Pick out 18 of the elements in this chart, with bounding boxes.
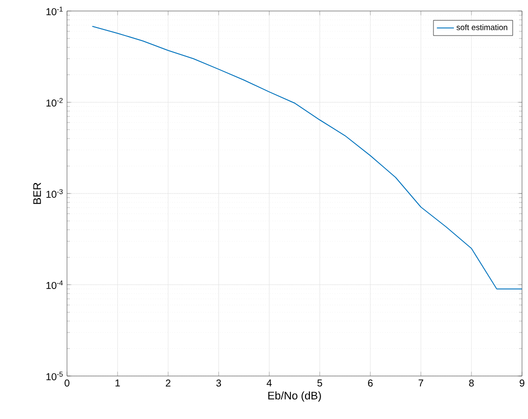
x-tick-label: 3 [216,380,222,387]
y-tick-label: 10$^{-3}$ [46,189,63,198]
line-series [92,26,522,290]
x-tick-label: 6 [368,380,373,387]
y-axis-title: BER [33,182,41,204]
x-tick-label: 2 [166,380,170,386]
y-tick-label: 10$^{-5}$ [46,372,63,380]
x-tick-label: 5 [317,380,322,386]
x-tick-label: 1 [116,380,120,386]
x-tick-label: 9 [520,380,524,387]
y-tick-label: 10$^{-4}$ [46,280,63,290]
x-axis-title: Eb/No (dB) [268,391,321,402]
x-tick-label: 8 [469,380,474,387]
y-tick-label: 10$^{-1}$ [46,6,63,16]
y-tick-label: 10$^{-2}$ [46,98,63,107]
x-tick-label: 7 [418,380,424,386]
x-tick-label: 4 [266,380,272,386]
x-tick-label: 0 [64,380,70,387]
